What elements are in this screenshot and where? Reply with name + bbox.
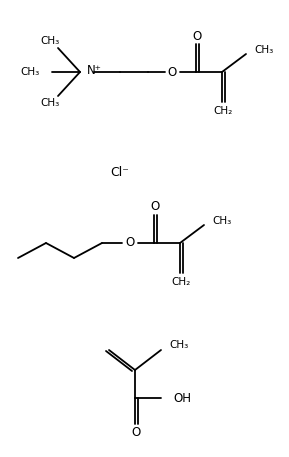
Text: O: O	[193, 30, 202, 43]
Text: OH: OH	[173, 392, 191, 404]
Text: CH₃: CH₃	[212, 216, 231, 226]
Text: CH₃: CH₃	[21, 67, 40, 77]
Text: O: O	[132, 425, 141, 439]
Text: CH₃: CH₃	[40, 98, 60, 108]
Text: O: O	[151, 201, 160, 213]
Text: CH₂: CH₂	[214, 106, 233, 116]
Text: Cl⁻: Cl⁻	[111, 165, 129, 179]
Text: N⁺: N⁺	[87, 64, 102, 76]
Text: O: O	[125, 237, 135, 250]
Text: O: O	[167, 65, 177, 79]
Text: CH₃: CH₃	[254, 45, 273, 55]
Text: CH₂: CH₂	[172, 277, 191, 287]
Text: CH₃: CH₃	[40, 36, 60, 46]
Text: CH₃: CH₃	[169, 340, 188, 350]
